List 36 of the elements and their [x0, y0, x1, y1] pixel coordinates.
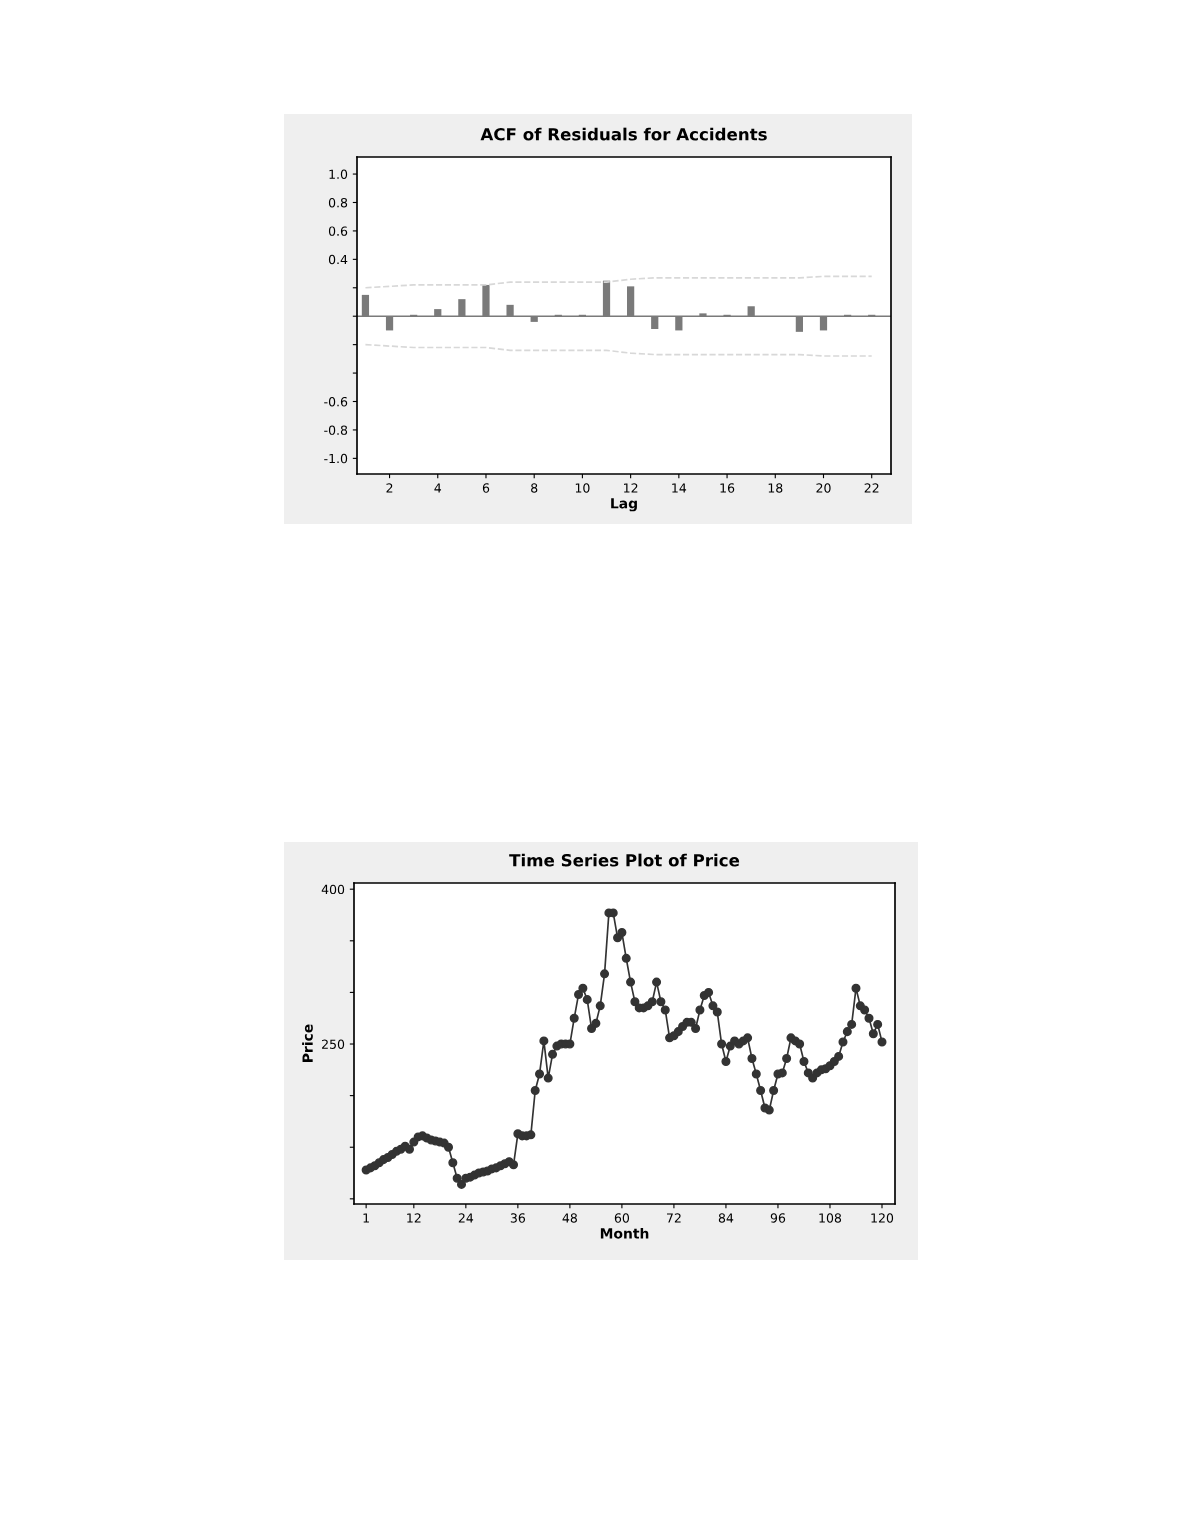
x-tick-label: 22: [864, 483, 879, 493]
x-tick-label: 8: [531, 483, 538, 493]
x-tick-label: 10: [575, 483, 590, 493]
x-axis-title: Lag: [611, 498, 637, 512]
x-tick-label: 12: [407, 1213, 421, 1223]
y-tick-label: -0.8: [324, 425, 348, 435]
x-axis-title: Month: [600, 1227, 649, 1239]
x-tick-label: 60: [614, 1213, 630, 1223]
x-tick-label: 16: [720, 483, 735, 493]
y-tick-label: 0.4: [328, 254, 348, 265]
x-tick-label: 18: [768, 483, 783, 493]
x-tick-label: 120: [871, 1213, 894, 1223]
x-tick-label: 2: [386, 483, 393, 493]
x-tick-label: 72: [666, 1213, 681, 1223]
y-tick-label: 400: [321, 884, 345, 895]
x-tick-label: 24: [458, 1213, 474, 1223]
y-tick-label: 1.0: [329, 169, 348, 179]
x-tick-label: 36: [510, 1213, 526, 1223]
x-tick-label: 1: [363, 1213, 369, 1223]
y-tick-label: -0.6: [324, 396, 348, 407]
chart-title: ACF of Residuals for Accidents: [480, 127, 767, 141]
x-tick-label: 84: [718, 1213, 734, 1223]
y-axis-title: Price: [302, 1024, 313, 1062]
chart-title: Time Series Plot of Price: [509, 853, 740, 867]
x-tick-label: 96: [770, 1213, 786, 1223]
x-tick-label: 48: [562, 1213, 577, 1223]
x-tick-label: 20: [816, 483, 831, 493]
x-tick-label: 6: [482, 483, 490, 493]
y-tick-label: 250: [322, 1039, 345, 1049]
x-tick-label: 14: [672, 483, 687, 493]
x-tick-label: 4: [434, 483, 442, 493]
y-tick-label: -1.0: [324, 453, 348, 464]
x-tick-label: 12: [624, 483, 638, 493]
y-tick-label: 0.6: [328, 226, 348, 236]
y-tick-label: 0.8: [328, 197, 348, 208]
x-tick-label: 108: [819, 1213, 842, 1223]
